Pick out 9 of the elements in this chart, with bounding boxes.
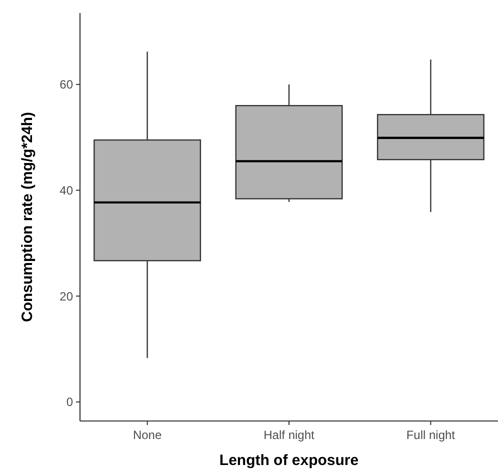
x-tick-label: None <box>132 428 162 442</box>
x-tick-label: Full night <box>406 428 456 442</box>
y-axis-title: Consumption rate (mg/g*24h) <box>19 112 36 322</box>
x-axis-title: Length of exposure <box>219 452 359 469</box>
x-tick-label: Half night <box>264 428 316 442</box>
y-tick-label: 40 <box>60 183 74 198</box>
y-tick-label: 60 <box>60 78 74 92</box>
y-tick-label: 20 <box>60 289 74 304</box>
y-tick-label: 0 <box>66 395 74 410</box>
